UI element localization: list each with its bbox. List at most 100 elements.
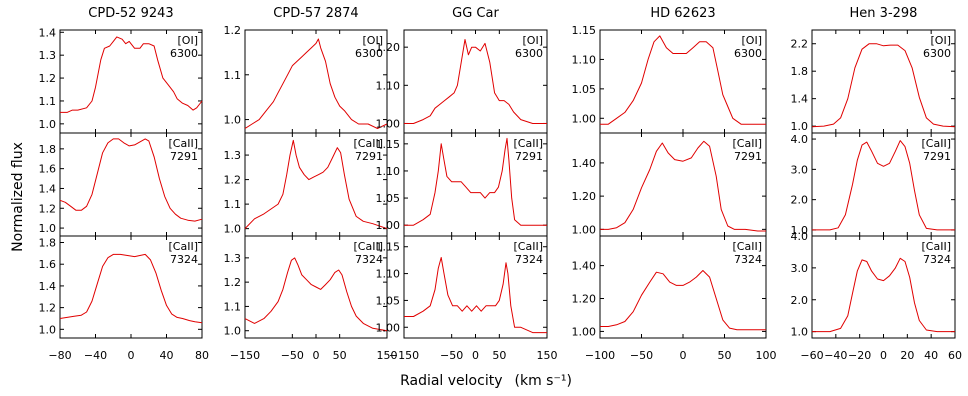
y-tick-label: 1.3: [224, 252, 242, 265]
spectrum-line: [404, 257, 547, 334]
spectrum-panel: 1.00 1.05 1.10 1.15 [CaII]7324: [376, 235, 548, 339]
y-tick-label: 1.15: [572, 24, 597, 37]
y-tick-label: 1.00: [572, 223, 597, 236]
y-tick-label: 1.2: [39, 72, 57, 85]
y-tick-label: 1.10: [376, 79, 401, 92]
wavelength-label: 7324: [170, 253, 198, 266]
emission-line-label: [CaII]: [733, 137, 763, 150]
wavelength-label: 6300: [170, 47, 198, 60]
spectrum-panel: 1.0 2.0 3.0 4.0 [CaII]7324: [791, 230, 956, 339]
y-tick-label: 1.15: [376, 138, 401, 151]
y-tick-label: 3.0: [791, 163, 809, 176]
y-tick-label: 1.2: [224, 24, 242, 37]
x-tick-label: −100: [585, 349, 615, 362]
chart-column: CPD-52 9243 1.0 1.1 1.2 1.3 1.4 [OI]6300 1.0 1.2…: [39, 6, 210, 362]
chart-column: GG Car 1.001.101.20[OI]6300 1.00 1.05 1.10 1.…: [376, 6, 558, 362]
spectrum-line: [244, 257, 388, 332]
spectrum-panel: 1.0 1.1 1.2 1.3 [CaII]7324: [224, 235, 388, 339]
emission-line-label: [CaII]: [354, 240, 384, 253]
emission-line-label: [OI]: [931, 34, 952, 47]
x-tick-label: 50: [333, 349, 347, 362]
x-tick-label: −50: [440, 349, 463, 362]
y-tick-label: 1.05: [376, 294, 401, 307]
x-tick-label: 40: [924, 349, 938, 362]
spectrum-line: [60, 36, 203, 113]
x-tick-label: 100: [756, 349, 777, 362]
x-tick-label: 60: [948, 349, 962, 362]
y-tick-label: 1.3: [39, 49, 57, 62]
x-tick-label: 0: [128, 349, 135, 362]
y-tick-label: 1.8: [791, 65, 809, 78]
y-tick-label: 4.0: [791, 230, 809, 243]
chart-column: HD 62623 1.00 1.05 1.10 1.15 [OI]6300 1.00 1.20…: [572, 6, 777, 362]
wavelength-label: 7291: [923, 150, 951, 163]
x-tick-label: 0: [472, 349, 479, 362]
spectrum-line: [811, 43, 956, 128]
x-tick-label: −40: [84, 349, 107, 362]
emission-line-label: [OI]: [523, 34, 544, 47]
wavelength-label: 7291: [355, 150, 383, 163]
y-tick-label: 1.0: [224, 223, 242, 236]
emission-line-label: [OI]: [363, 34, 384, 47]
y-tick-label: 1.0: [791, 224, 809, 237]
y-tick-label: 3.0: [791, 262, 809, 275]
y-tick-label: 1.10: [376, 165, 401, 178]
y-tick-label: 4.0: [791, 133, 809, 146]
y-tick-label: 1.2: [224, 174, 242, 187]
chart-column: CPD-57 2874 1.0 1.1 1.2 [OI]6300 1.0 1.1 1.2 1.3…: [224, 6, 398, 362]
x-tick-label: 20: [900, 349, 914, 362]
y-tick-label: 1.00: [376, 321, 401, 334]
star-title: CPD-52 9243: [88, 6, 173, 21]
spectrum-line: [244, 139, 388, 230]
spectrum-panel: 1.0 1.1 1.2 [OI]6300: [224, 24, 388, 134]
y-tick-label: 1.1: [39, 95, 57, 108]
y-tick-label: 1.0: [39, 222, 57, 235]
x-axis-title-text: Radial velocity: [400, 373, 502, 389]
y-tick-label: 1.15: [376, 241, 401, 254]
emission-line-label: [CaII]: [354, 137, 384, 150]
x-tick-label: 0: [680, 349, 687, 362]
y-tick-label: 1.6: [39, 258, 57, 271]
spectrum-panel: 1.00 1.10 1.20 [OI]6300: [376, 29, 548, 134]
x-tick-label: −50: [281, 349, 304, 362]
y-tick-label: 1.20: [572, 293, 597, 306]
y-tick-label: 1.4: [39, 26, 57, 39]
spectrum-panel: 1.0 1.1 1.2 1.3 [CaII]7291: [224, 132, 388, 237]
wavelength-label: 7291: [515, 150, 543, 163]
spectrum-line: [59, 253, 203, 324]
y-tick-label: 1.1: [224, 69, 242, 82]
x-axis-title: Radial velocity (km s⁻¹): [400, 373, 572, 389]
y-tick-label: 1.2: [39, 302, 57, 315]
y-tick-label: 1.8: [39, 143, 57, 156]
y-tick-label: 2.0: [791, 194, 809, 207]
spectrum-line: [812, 140, 955, 231]
emission-line-label: [OI]: [178, 34, 199, 47]
y-tick-label: 1.2: [39, 202, 57, 215]
y-tick-label: 1.4: [39, 280, 57, 293]
spectrum-panel: 1.00 1.20 1.40 [CaII]7324: [572, 235, 767, 339]
y-tick-label: 1.0: [224, 114, 242, 127]
spectrum-line: [812, 257, 955, 333]
x-tick-label: 150: [537, 349, 558, 362]
x-tick-label: 0: [880, 349, 887, 362]
spectrum-line: [600, 140, 766, 232]
y-tick-label: 1.8: [39, 237, 57, 250]
y-tick-label: 1.0: [39, 323, 57, 336]
y-tick-label: 1.3: [224, 149, 242, 162]
y-tick-label: 1.2: [224, 276, 242, 289]
spectrum-line: [59, 138, 203, 222]
y-tick-label: 1.00: [572, 112, 597, 125]
spectrum-panel: 1.00 1.05 1.10 1.15 [OI]6300: [572, 24, 767, 134]
wavelength-label: 6300: [355, 47, 383, 60]
spectrum-line: [600, 35, 766, 125]
x-tick-label: −40: [824, 349, 847, 362]
emission-line-label: [OI]: [742, 34, 763, 47]
y-tick-label: 2.2: [791, 38, 809, 51]
star-title: GG Car: [452, 6, 499, 21]
spectrum-line: [600, 270, 766, 331]
y-tick-label: 2.0: [791, 294, 809, 307]
emission-line-label: [CaII]: [922, 137, 952, 150]
wavelength-label: 7324: [923, 253, 951, 266]
y-tick-label: 1.0: [39, 118, 57, 131]
y-tick-label: 1.6: [39, 163, 57, 176]
